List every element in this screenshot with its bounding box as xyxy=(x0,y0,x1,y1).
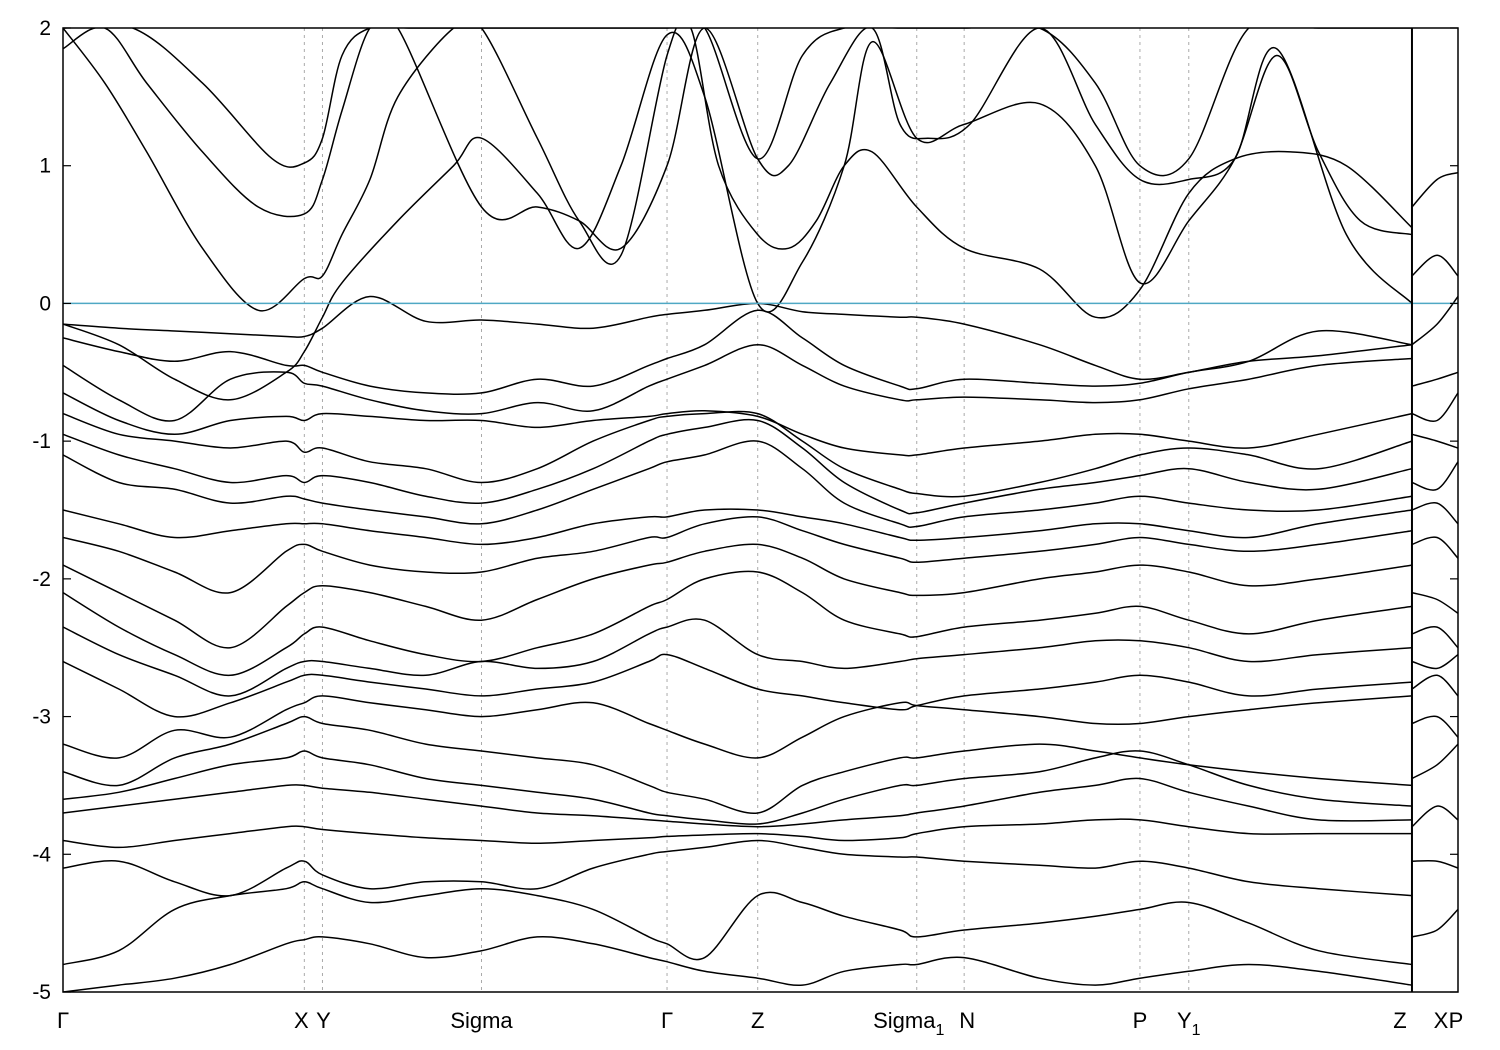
band-line xyxy=(63,818,1412,849)
band-line xyxy=(63,618,1413,697)
band-line xyxy=(63,570,1413,677)
band-line xyxy=(1411,625,1458,649)
kpoint-label: Y xyxy=(316,1008,331,1033)
band-line xyxy=(1411,805,1458,828)
band-line xyxy=(63,543,1413,649)
band-line xyxy=(63,777,1413,828)
y-tick-label: -4 xyxy=(32,843,51,866)
band-line xyxy=(1411,653,1458,670)
band-line xyxy=(63,28,1413,304)
y-tick-label: 0 xyxy=(39,292,51,315)
kpoint-label: P xyxy=(1449,1008,1464,1033)
kpoint-label: Z xyxy=(1393,1008,1406,1033)
band-line xyxy=(63,515,1413,594)
band-line xyxy=(1411,674,1458,697)
kpoint-label: Sigma1 xyxy=(873,1008,944,1039)
y-tick-label: -5 xyxy=(32,981,51,1004)
y-tick-label: 1 xyxy=(39,155,51,178)
y-axis-ticks: 2 1 0 -1 -2 -3 -4 -5 xyxy=(32,17,1458,1004)
band-line xyxy=(63,881,1413,966)
x-axis-kpoint-labels: Γ X Y Sigma Γ Z Sigma1 N P Y1 Z X P xyxy=(57,1008,1463,1039)
band-lines xyxy=(63,28,1458,992)
y-tick-label: -2 xyxy=(32,568,51,591)
band-line xyxy=(1411,501,1458,525)
band-line xyxy=(1411,536,1458,559)
kpoint-label: N xyxy=(959,1008,975,1033)
band-line xyxy=(63,28,1412,177)
y-tick-label: 2 xyxy=(39,17,51,40)
band-line xyxy=(63,295,1413,381)
band-line xyxy=(63,695,1413,759)
band-line xyxy=(1411,908,1458,938)
band-line xyxy=(63,418,1413,515)
band-line xyxy=(63,715,1413,814)
y-tick-label: -1 xyxy=(32,430,51,453)
band-line xyxy=(63,343,1413,422)
kpoint-label: X xyxy=(294,1008,309,1033)
y-tick-label: -3 xyxy=(32,706,51,729)
band-line xyxy=(1411,433,1458,449)
band-line xyxy=(1411,743,1458,780)
band-line xyxy=(63,392,1413,457)
kpoint-label: X xyxy=(1434,1008,1449,1033)
kpoint-label: Γ xyxy=(661,1008,673,1033)
band-line xyxy=(1411,859,1458,869)
band-line xyxy=(63,653,1413,718)
band-line xyxy=(63,309,1413,395)
band-line xyxy=(63,935,1413,992)
kpoint-label: Sigma xyxy=(450,1008,513,1033)
band-line xyxy=(1411,171,1458,208)
band-line xyxy=(63,28,1413,319)
plot-frame xyxy=(62,27,1459,993)
kpoint-label: Γ xyxy=(57,1008,69,1033)
band-line xyxy=(63,750,1413,825)
kpoint-label: Y1 xyxy=(1177,1008,1201,1039)
band-line xyxy=(1411,715,1458,738)
band-line xyxy=(1411,254,1458,277)
kpoint-label: Z xyxy=(751,1008,764,1033)
kpoint-label: P xyxy=(1133,1008,1148,1033)
band-line xyxy=(63,839,1413,897)
band-line xyxy=(63,410,1413,498)
band-line xyxy=(1411,591,1458,614)
band-line xyxy=(63,508,1413,546)
band-line xyxy=(63,440,1413,528)
band-line xyxy=(63,31,1413,401)
band-line xyxy=(1411,461,1458,491)
band-line xyxy=(1411,371,1458,387)
band-line xyxy=(1411,392,1458,422)
